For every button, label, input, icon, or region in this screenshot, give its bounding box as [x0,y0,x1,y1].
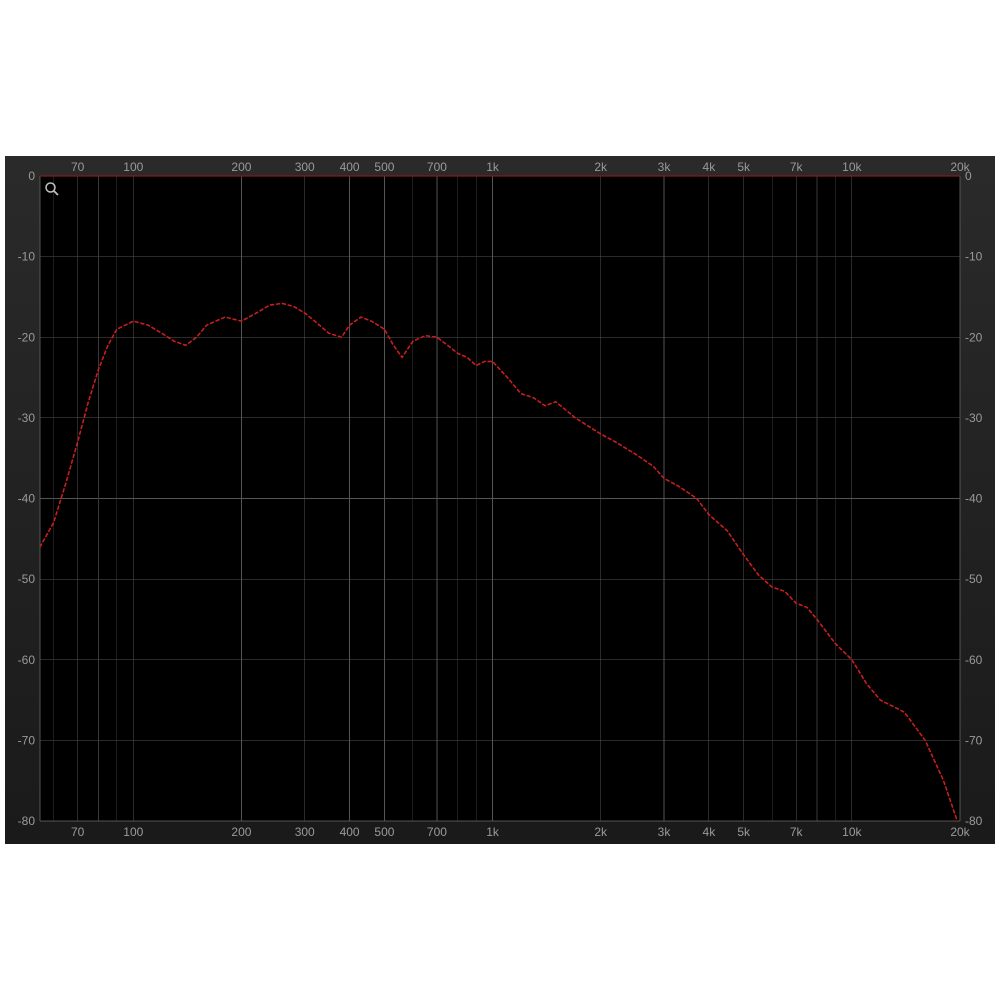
spectrum-analyzer-panel: 70 70 100 100 200 200 300 300 400 400 500 500 700 700… [5,156,995,844]
svg-text:-80: -80 [18,814,36,828]
svg-text:70: 70 [71,160,85,174]
svg-text:5k: 5k [737,160,751,174]
svg-text:200: 200 [231,160,251,174]
svg-text:-80: -80 [965,814,983,828]
svg-text:1k: 1k [486,160,500,174]
svg-text:0: 0 [28,169,35,183]
svg-text:400: 400 [340,825,360,839]
svg-text:200: 200 [231,825,251,839]
svg-text:-60: -60 [965,653,983,667]
svg-text:-70: -70 [18,733,36,747]
svg-text:500: 500 [374,160,394,174]
page-container: 70 70 100 100 200 200 300 300 400 400 500 500 700 700… [0,0,1000,1000]
svg-text:700: 700 [427,160,447,174]
svg-text:10k: 10k [842,160,862,174]
svg-text:7k: 7k [790,825,804,839]
svg-text:3k: 3k [658,825,672,839]
svg-text:-20: -20 [965,330,983,344]
svg-text:5k: 5k [737,825,751,839]
svg-text:-20: -20 [18,330,36,344]
svg-text:300: 300 [295,825,315,839]
svg-text:70: 70 [71,825,85,839]
svg-text:-60: -60 [18,653,36,667]
svg-text:2k: 2k [594,160,608,174]
svg-text:400: 400 [340,160,360,174]
svg-text:4k: 4k [703,825,717,839]
svg-text:-10: -10 [965,250,983,264]
svg-text:700: 700 [427,825,447,839]
svg-text:-30: -30 [18,411,36,425]
svg-text:7k: 7k [790,160,804,174]
svg-text:100: 100 [123,160,143,174]
svg-text:0: 0 [965,169,972,183]
zoom-icon[interactable] [43,180,61,198]
svg-text:-40: -40 [965,492,983,506]
spectrum-chart: 70 70 100 100 200 200 300 300 400 400 500 500 700 700… [5,156,995,844]
svg-text:100: 100 [123,825,143,839]
svg-text:-50: -50 [18,572,36,586]
svg-text:3k: 3k [658,160,672,174]
svg-text:10k: 10k [842,825,862,839]
svg-text:-30: -30 [965,411,983,425]
svg-text:1k: 1k [486,825,500,839]
svg-text:-70: -70 [965,733,983,747]
svg-text:-10: -10 [18,250,36,264]
svg-text:-40: -40 [18,492,36,506]
svg-text:300: 300 [295,160,315,174]
svg-text:500: 500 [374,825,394,839]
svg-text:-50: -50 [965,572,983,586]
svg-text:2k: 2k [594,825,608,839]
svg-text:4k: 4k [703,160,717,174]
